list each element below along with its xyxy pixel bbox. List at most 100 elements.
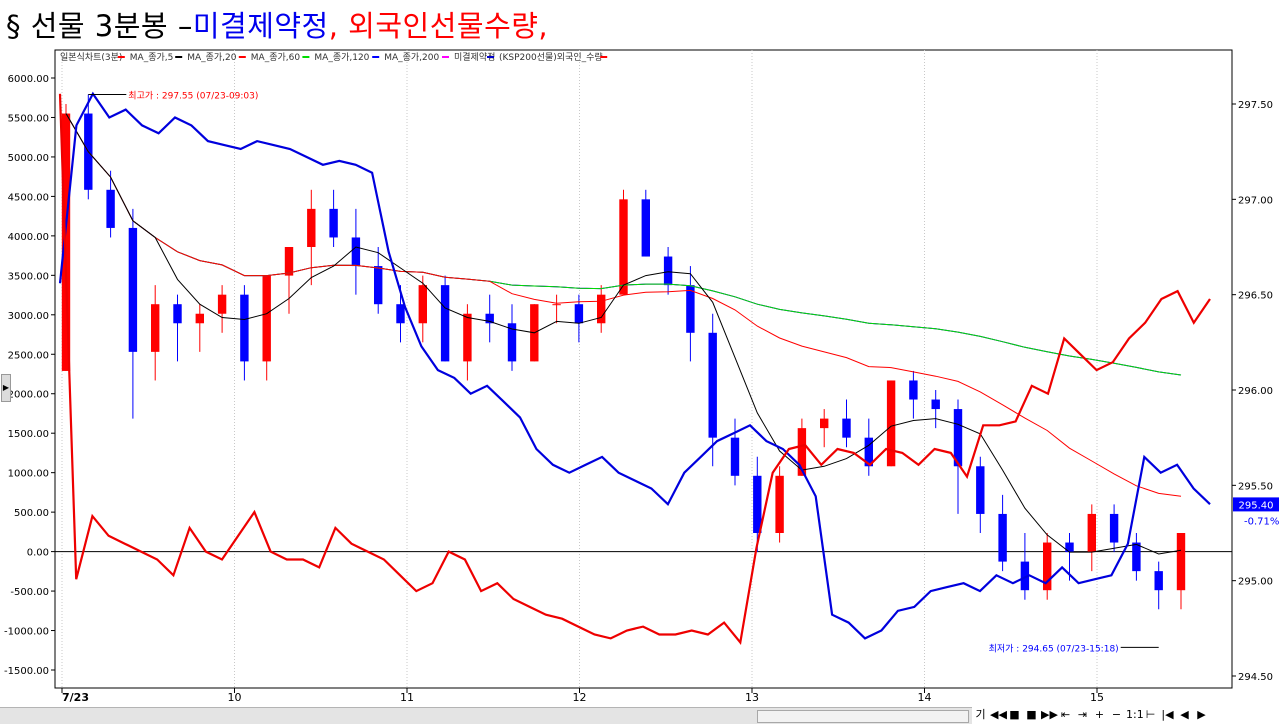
range-icon[interactable]: ⊢ — [1145, 708, 1156, 721]
candle-body — [128, 227, 138, 352]
candle-body — [440, 285, 450, 362]
candle-body — [909, 380, 918, 400]
candle-body — [753, 475, 762, 533]
candle-body — [775, 475, 784, 533]
candle-body — [842, 418, 851, 438]
candle-body — [262, 275, 271, 362]
plot-frame — [54, 49, 1233, 689]
candle-body — [1176, 533, 1186, 591]
candle-body — [418, 285, 427, 324]
candle-body — [641, 199, 650, 257]
candle-body — [1065, 542, 1074, 553]
left-axis-label: 5000.00 — [8, 153, 49, 164]
candle-body — [998, 513, 1007, 562]
ma-5-line — [65, 113, 1182, 555]
go-first-icon[interactable]: |◀ — [1161, 708, 1174, 721]
prev-icon[interactable]: ◀ — [1180, 708, 1189, 721]
left-axis-label: 1500.00 — [8, 429, 49, 440]
jump-start-icon[interactable]: ⇤ — [1060, 708, 1071, 721]
low-annotation: 최저가 : 294.65 (07/23-15:18) — [989, 643, 1119, 654]
candle-body — [552, 304, 561, 306]
right-axis-label: 294.50 — [1238, 672, 1273, 683]
reset-zoom-button[interactable]: 1:1 — [1126, 708, 1144, 721]
candle-body — [663, 256, 673, 286]
candle-body — [574, 304, 584, 324]
candle-body — [396, 304, 405, 324]
zoom-out-icon[interactable]: − — [1111, 708, 1122, 721]
chart-toolbar: 기 ◀◀ ■ ■ ▶▶ ⇤ ⇥ + − 1:1 ⊢ |◀ ◀ ▶ — [972, 707, 1210, 723]
x-tick-label: 10 — [228, 691, 242, 704]
candle-body — [1132, 542, 1141, 572]
candle-body — [886, 380, 896, 467]
square-icon[interactable]: ■ — [1026, 708, 1037, 721]
scroll-right-fast-icon[interactable]: ▶▶ — [1041, 708, 1058, 721]
left-axis-label: 3000.00 — [8, 311, 49, 322]
candle-body — [1109, 513, 1119, 543]
legend-label: MA_종가,60 — [251, 52, 301, 63]
candlestick-chart: 7/23 10 11 12 13 14 15 6000.00 5500.00 5000.00 450… — [4, 49, 1279, 704]
legend-label: MA_종가,5 — [130, 52, 174, 63]
ma-20-line — [65, 113, 1182, 497]
right-axis-label: 295.00 — [1238, 577, 1273, 588]
time-scrollbar[interactable] — [0, 707, 972, 724]
candle-body — [686, 285, 695, 333]
legend-label: (KSP200선물)외국인_수량 — [499, 51, 603, 63]
right-axis-label: 296.00 — [1238, 386, 1273, 397]
candle-body — [307, 208, 316, 247]
left-axis-label: 2000.00 — [8, 390, 49, 401]
legend-label: MA_종가,200 — [384, 52, 439, 63]
candle-body — [1087, 513, 1096, 553]
left-axis-label: 4000.00 — [8, 232, 49, 243]
candle-body — [173, 304, 182, 324]
chart-area: 7/23 10 11 12 13 14 15 6000.00 5500.00 5000.00 450… — [0, 48, 1282, 724]
candle-body — [329, 208, 338, 238]
candle-body — [374, 266, 383, 305]
left-axis-label: -1500.00 — [4, 666, 49, 677]
next-icon[interactable]: ▶ — [1197, 708, 1206, 721]
left-axis-label: -1000.00 — [4, 627, 49, 638]
left-axis-label: 4500.00 — [8, 192, 49, 203]
legend-label: MA_종가,120 — [314, 52, 369, 63]
x-tick-label: 14 — [918, 691, 932, 704]
title-part-open-interest: 미결제약정 — [192, 9, 329, 43]
jump-end-icon[interactable]: ⇥ — [1077, 708, 1088, 721]
last-price-label: 295.40 — [1239, 500, 1274, 511]
right-axis-label: 295.50 — [1238, 481, 1273, 492]
legend-label: 일본식차트(3분) — [60, 51, 122, 63]
candle-body — [485, 313, 494, 324]
high-annotation: 최고가 : 297.55 (07/23-09:03) — [128, 90, 258, 101]
candle-body — [820, 418, 829, 429]
candle-body — [708, 332, 717, 438]
left-axis-label: 2500.00 — [8, 350, 49, 361]
title-part-prefix: § 선물 3분봉 – — [6, 9, 193, 43]
scroll-left-fast-icon[interactable]: ◀◀ — [990, 708, 1007, 721]
candle-body — [1154, 571, 1163, 591]
toolbar-label-button[interactable]: 기 — [975, 708, 986, 721]
candle-body — [1020, 561, 1030, 591]
right-axis-label: 296.50 — [1238, 291, 1273, 302]
right-axis-label: 297.50 — [1238, 100, 1273, 111]
left-axis-label: 6000.00 — [8, 74, 49, 85]
open-interest-line — [58, 91, 1211, 640]
left-axis-label: -500.00 — [10, 587, 49, 598]
legend-label: 미결제약정 — [454, 51, 495, 63]
candle-body — [240, 294, 249, 362]
panel-collapse-handle[interactable]: ▶ — [1, 374, 11, 402]
candle-body — [619, 199, 628, 295]
candle-body — [106, 189, 115, 228]
zoom-in-icon[interactable]: + — [1094, 708, 1105, 721]
candle-body — [507, 323, 517, 362]
last-change-label: -0.71% — [1244, 516, 1279, 527]
stop-icon[interactable]: ■ — [1009, 708, 1020, 721]
candle-body — [931, 399, 940, 410]
scrollbar-thumb[interactable] — [757, 710, 969, 723]
candle-body — [1043, 542, 1052, 591]
chart-title: § 선물 3분봉 – 미결제약정, 외국인선물수량, — [6, 6, 548, 46]
candle-body — [217, 294, 227, 314]
candle-body — [597, 294, 606, 324]
left-axis-label: 0.00 — [27, 548, 49, 559]
legend-label: MA_종가,20 — [187, 52, 237, 63]
candle-body — [864, 437, 873, 467]
foreign-qty-line — [58, 93, 1211, 645]
right-axis-label: 297.00 — [1238, 195, 1273, 206]
